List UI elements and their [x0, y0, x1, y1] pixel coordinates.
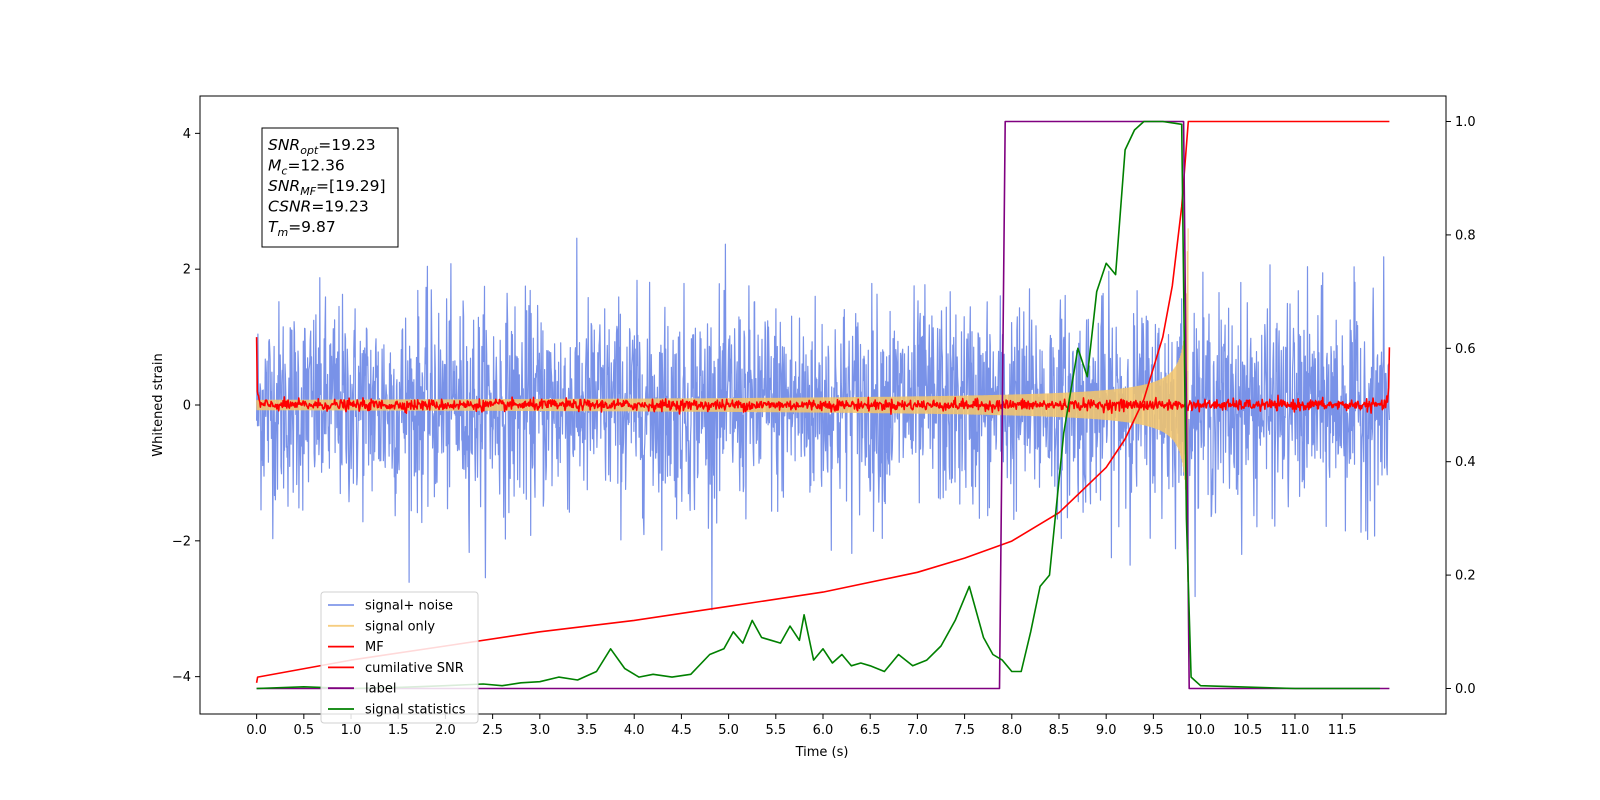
info-box: SNRopt=19.23Mc=12.36SNRMF=[19.29]CSNR=19…	[261, 127, 399, 248]
x-tick-label: 11.5	[1328, 723, 1357, 738]
x-tick: 3.5	[577, 714, 598, 738]
y-tick-left-label: −2	[172, 534, 191, 549]
x-tick: 6.0	[813, 714, 834, 738]
info-line: SNRMF=[19.29]	[268, 177, 386, 198]
y-tick-left: 0	[183, 399, 200, 414]
x-tick-label: 10.5	[1233, 723, 1262, 738]
y-tick-right-label: 0.8	[1455, 228, 1476, 243]
series-line-label	[256, 120, 1390, 690]
x-tick-label: 6.0	[813, 723, 834, 738]
legend-label: signal+ noise	[365, 599, 453, 614]
x-tick: 4.5	[671, 714, 692, 738]
legend-label: cumilative SNR	[365, 661, 464, 676]
x-tick: 7.0	[907, 714, 928, 738]
y-tick-left-label: −4	[172, 670, 191, 685]
x-tick-label: 7.5	[954, 723, 975, 738]
series-line-signal-statistics	[256, 120, 1380, 690]
x-tick-label: 6.5	[860, 723, 881, 738]
x-tick-label: 1.5	[388, 723, 409, 738]
x-tick: 7.5	[954, 714, 975, 738]
legend-label: label	[365, 682, 396, 697]
series-line-mf	[255, 337, 1391, 416]
x-tick: 11.0	[1280, 714, 1309, 738]
x-tick-label: 9.5	[1143, 723, 1164, 738]
y-tick-left: −2	[172, 534, 200, 549]
x-tick: 9.0	[1096, 714, 1117, 738]
x-tick: 6.5	[860, 714, 881, 738]
x-tick-label: 4.5	[671, 723, 692, 738]
y-tick-right-label: 0.6	[1455, 342, 1476, 357]
legend-entry: cumilative SNR	[328, 661, 464, 676]
x-tick: 2.5	[482, 714, 503, 738]
legend-label: MF	[365, 640, 384, 655]
info-line: Mc=12.36	[268, 157, 345, 178]
x-tick: 8.5	[1049, 714, 1070, 738]
x-tick-label: 8.5	[1049, 723, 1070, 738]
y-tick-left: 2	[183, 263, 200, 278]
y-tick-left: −4	[172, 670, 200, 685]
x-tick-label: 2.0	[435, 723, 456, 738]
right-y-axis: 0.0 0.2 0.4 0.6 0.8 1.0	[1446, 115, 1476, 697]
legend-label: signal statistics	[365, 703, 466, 718]
x-tick-label: 5.5	[765, 723, 786, 738]
y-tick-right-label: 0.2	[1455, 569, 1476, 584]
y-tick-right-label: 1.0	[1455, 115, 1476, 130]
y-tick-right: 0.2	[1446, 569, 1476, 584]
legend-entry: signal only	[328, 619, 435, 634]
x-tick-label: 0.5	[293, 723, 314, 738]
x-tick: 5.0	[718, 714, 739, 738]
x-tick-label: 11.0	[1280, 723, 1309, 738]
legend-entry: signal statistics	[328, 703, 466, 718]
y-tick-left-label: 2	[183, 263, 191, 278]
y-tick-left: 4	[183, 127, 200, 142]
y-tick-right: 0.8	[1446, 228, 1476, 243]
y-tick-right: 1.0	[1446, 115, 1476, 130]
x-tick: 3.0	[529, 714, 550, 738]
x-tick: 0.5	[293, 714, 314, 738]
x-axis: 0.0 0.5 1.0 1.5 2.0 2.5 3.0 3.5 4.0 4.5 5.0 5.5 6.0 6…	[246, 714, 1357, 738]
y-tick-right: 0.0	[1446, 682, 1476, 697]
y-tick-right: 0.4	[1446, 455, 1476, 470]
x-tick-label: 3.5	[577, 723, 598, 738]
x-tick: 8.0	[1001, 714, 1022, 738]
x-axis-label: Time (s)	[795, 745, 849, 760]
x-tick-label: 5.0	[718, 723, 739, 738]
info-line: Tm=9.87	[268, 218, 336, 239]
x-tick: 5.5	[765, 714, 786, 738]
left-y-axis: −4 −2 0 2 4	[172, 127, 200, 685]
x-tick-label: 0.0	[246, 723, 267, 738]
y-tick-right: 0.6	[1446, 342, 1476, 357]
x-tick-label: 10.0	[1186, 723, 1215, 738]
x-tick-label: 1.0	[341, 723, 362, 738]
legend-label: signal only	[365, 619, 435, 634]
series-line-signal-only	[256, 228, 1189, 583]
legend-frame	[320, 591, 479, 724]
x-tick-label: 8.0	[1001, 723, 1022, 738]
info-line: SNRopt=19.23	[268, 136, 376, 157]
y-tick-left-label: 4	[183, 127, 191, 142]
x-tick: 0.0	[246, 714, 267, 738]
y-tick-right-label: 0.4	[1455, 455, 1476, 470]
legend: signal+ noise signal only MF cumilative SNR…	[320, 591, 479, 724]
y-tick-right-label: 0.0	[1455, 682, 1476, 697]
legend-entry: signal+ noise	[328, 599, 453, 614]
y-tick-left-label: 0	[183, 399, 191, 414]
x-tick: 11.5	[1328, 714, 1357, 738]
x-tick-label: 9.0	[1096, 723, 1117, 738]
legend-entry: MF	[328, 640, 384, 655]
x-tick-label: 7.0	[907, 723, 928, 738]
x-tick-label: 2.5	[482, 723, 503, 738]
legend-entry: label	[328, 682, 396, 697]
info-line: CSNR=19.23	[268, 198, 369, 216]
x-tick-label: 3.0	[529, 723, 550, 738]
info-box-frame	[261, 127, 399, 248]
x-tick: 10.5	[1233, 714, 1262, 738]
series-line-signal-noise	[256, 237, 1390, 611]
y-axis-label: Whitened strain	[151, 353, 166, 456]
x-tick: 9.5	[1143, 714, 1164, 738]
x-tick: 10.0	[1186, 714, 1215, 738]
x-tick: 4.0	[624, 714, 645, 738]
x-tick-label: 4.0	[624, 723, 645, 738]
